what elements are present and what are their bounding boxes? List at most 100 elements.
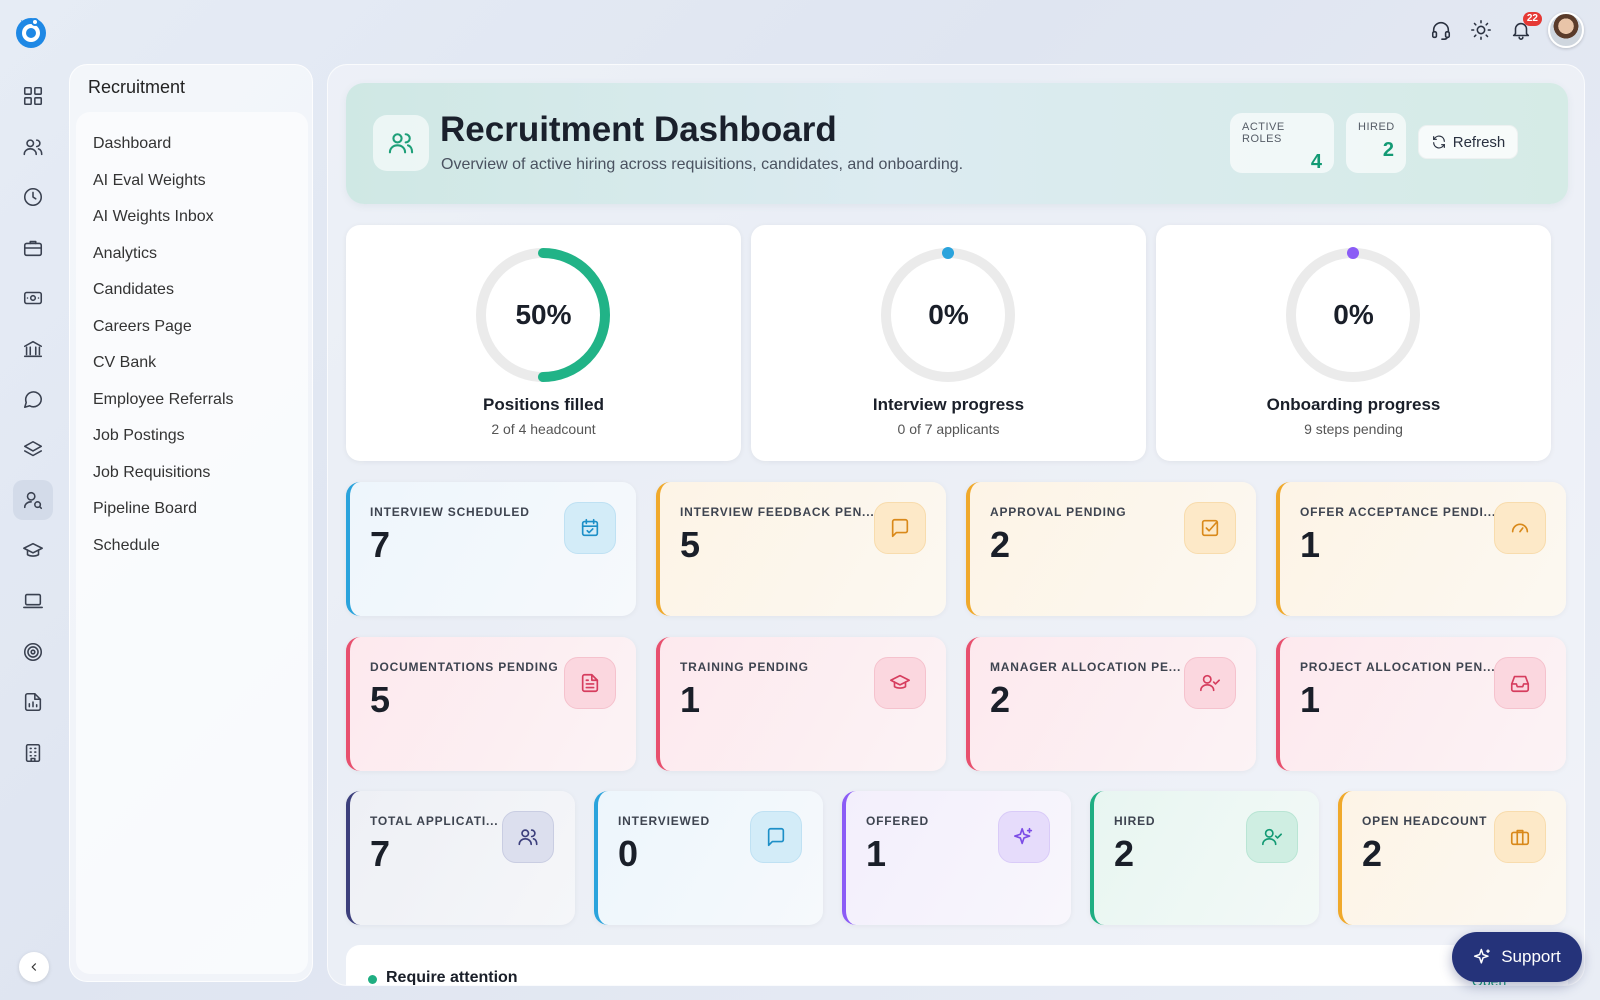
stat-label: INTERVIEWED [618,814,710,828]
inbox-icon [1494,657,1546,709]
user-search-icon[interactable] [13,480,53,520]
graduation-icon[interactable] [13,531,53,571]
main-content: Recruitment Dashboard Overview of active… [327,64,1585,986]
progress-ring [476,248,610,382]
sidebar-item-careers-page[interactable]: Careers Page [93,317,192,335]
message-icon [874,502,926,554]
stat-value: 5 [680,524,701,565]
money-icon[interactable] [13,278,53,318]
stat-label: PROJECT ALLOCATION PEN... [1300,660,1496,674]
sidebar-item-job-postings[interactable]: Job Postings [93,427,185,444]
stat-card-approval-pending[interactable]: APPROVAL PENDING 2 [966,482,1256,616]
progress-label: Onboarding progress [1266,395,1441,414]
briefcase-icon[interactable] [13,228,53,268]
stat-value: 2 [1114,833,1135,874]
progress-percent: 0% [928,299,969,330]
stat-value: 7 [370,833,391,874]
building-icon[interactable] [13,733,53,773]
stat-card-training[interactable]: TRAINING PENDING 1 [656,637,946,771]
stat-card-interview-scheduled[interactable]: INTERVIEW SCHEDULED 7 [346,482,636,616]
progress-subtext: 2 of 4 headcount [491,421,596,437]
sidebar-item-schedule[interactable]: Schedule [93,536,160,554]
stat-card-hired[interactable]: HIRED 2 [1090,791,1319,925]
hired-label: HIRED [1358,121,1395,133]
collapse-sidebar-button[interactable] [19,952,49,982]
stat-label: DOCUMENTATIONS PENDING [370,660,559,674]
stat-card-offer-acceptance[interactable]: OFFER ACCEPTANCE PENDI... 1 [1276,482,1566,616]
app-logo[interactable] [13,14,49,50]
progress-subtext: 0 of 7 applicants [897,421,1000,437]
stat-card-total-applications[interactable]: TOTAL APPLICATI... 7 [346,791,575,925]
avatar[interactable] [1548,12,1584,48]
stat-value: 1 [680,679,701,720]
report-icon[interactable] [13,682,53,722]
stat-card-open-headcount[interactable]: OPEN HEADCOUNT 2 [1338,791,1566,925]
stat-card-interviewed[interactable]: INTERVIEWED 0 [594,791,823,925]
stat-label: OPEN HEADCOUNT [1362,814,1488,828]
sidebar-item-cv-bank[interactable]: CV Bank [93,354,157,371]
sidebar-item-ai-eval-weights[interactable]: AI Eval Weights [93,171,206,189]
stat-label: TOTAL APPLICATI... [370,814,499,828]
sun-icon[interactable] [1468,17,1494,43]
stat-value: 0 [618,833,639,874]
progress-percent: 0% [1333,299,1374,330]
dashboard-header: Recruitment Dashboard Overview of active… [346,83,1568,204]
sidebar-item-pipeline-board[interactable]: Pipeline Board [93,500,198,517]
sidebar-item-analytics[interactable]: Analytics [93,244,158,262]
progress-card-onboarding: 0% Onboarding progress 9 steps pending [1156,225,1551,461]
stat-card-interview-feedback[interactable]: INTERVIEW FEEDBACK PEN... 5 [656,482,946,616]
bell-icon[interactable]: 22 [1508,12,1542,43]
icon-rail [0,0,66,1000]
sidebar-item-candidates[interactable]: Candidates [93,281,174,298]
active-roles-chip: ACTIVE ROLES 4 [1230,113,1334,173]
progress-ring [1285,247,1421,383]
sidebar-item-dashboard[interactable]: Dashboard [93,135,172,152]
laptop-icon[interactable] [13,581,53,621]
stat-value: 2 [1362,833,1383,874]
calendar-icon [564,502,616,554]
refresh-label: Refresh [1452,133,1506,151]
sparkles-icon [1474,948,1490,964]
progress-card-positions: 50% Positions filled 2 of 4 headcount [346,225,741,461]
stat-card-offered[interactable]: OFFERED 1 [842,791,1071,925]
support-button[interactable]: Support [1452,932,1582,982]
progress-subtext: 9 steps pending [1304,421,1403,437]
headset-icon[interactable] [1428,17,1454,43]
bank-icon[interactable] [13,329,53,369]
clock-icon[interactable] [13,177,53,217]
hired-chip: HIRED 2 [1346,113,1406,173]
sidebar-item-job-requisitions[interactable]: Job Requisitions [93,463,211,481]
user-check-icon [1246,811,1298,863]
stat-label: OFFER ACCEPTANCE PENDI... [1300,505,1497,519]
target-icon[interactable] [13,632,53,672]
sidebar-item-ai-weights-inbox[interactable]: AI Weights Inbox [93,208,214,225]
refresh-icon [1432,135,1445,149]
stat-value: 2 [990,524,1011,565]
stat-card-project-allocation[interactable]: PROJECT ALLOCATION PEN... 1 [1276,637,1566,771]
progress-percent: 50% [515,299,572,330]
document-icon [564,657,616,709]
stat-label: MANAGER ALLOCATION PE... [990,660,1182,674]
stat-card-documentations[interactable]: DOCUMENTATIONS PENDING 5 [346,637,636,771]
users-icon [502,811,554,863]
layers-icon[interactable] [13,430,53,470]
stat-label: TRAINING PENDING [680,660,809,674]
stat-label: APPROVAL PENDING [990,505,1127,519]
require-attention-panel: Require attention Open [346,945,1568,985]
stat-card-manager-allocation[interactable]: MANAGER ALLOCATION PE... 2 [966,637,1256,771]
stat-label: INTERVIEW FEEDBACK PEN... [680,505,875,519]
notification-badge: 22 [1522,12,1542,26]
users-icon[interactable] [13,127,53,167]
stat-value: 2 [990,679,1011,720]
check-square-icon [1184,502,1236,554]
grid-icon[interactable] [13,76,53,116]
stat-label: OFFERED [866,814,929,828]
active-roles-label: ACTIVE ROLES [1242,121,1285,145]
chat-icon[interactable] [13,379,53,419]
sidebar-item-employee-referrals[interactable]: Employee Referrals [93,390,234,408]
refresh-button[interactable]: Refresh [1418,125,1518,159]
sidebar-menu: Dashboard AI Eval Weights AI Weights Inb… [76,112,308,974]
user-check-icon [1184,657,1236,709]
hired-value: 2 [1382,139,1394,161]
stat-label: INTERVIEW SCHEDULED [370,505,530,519]
